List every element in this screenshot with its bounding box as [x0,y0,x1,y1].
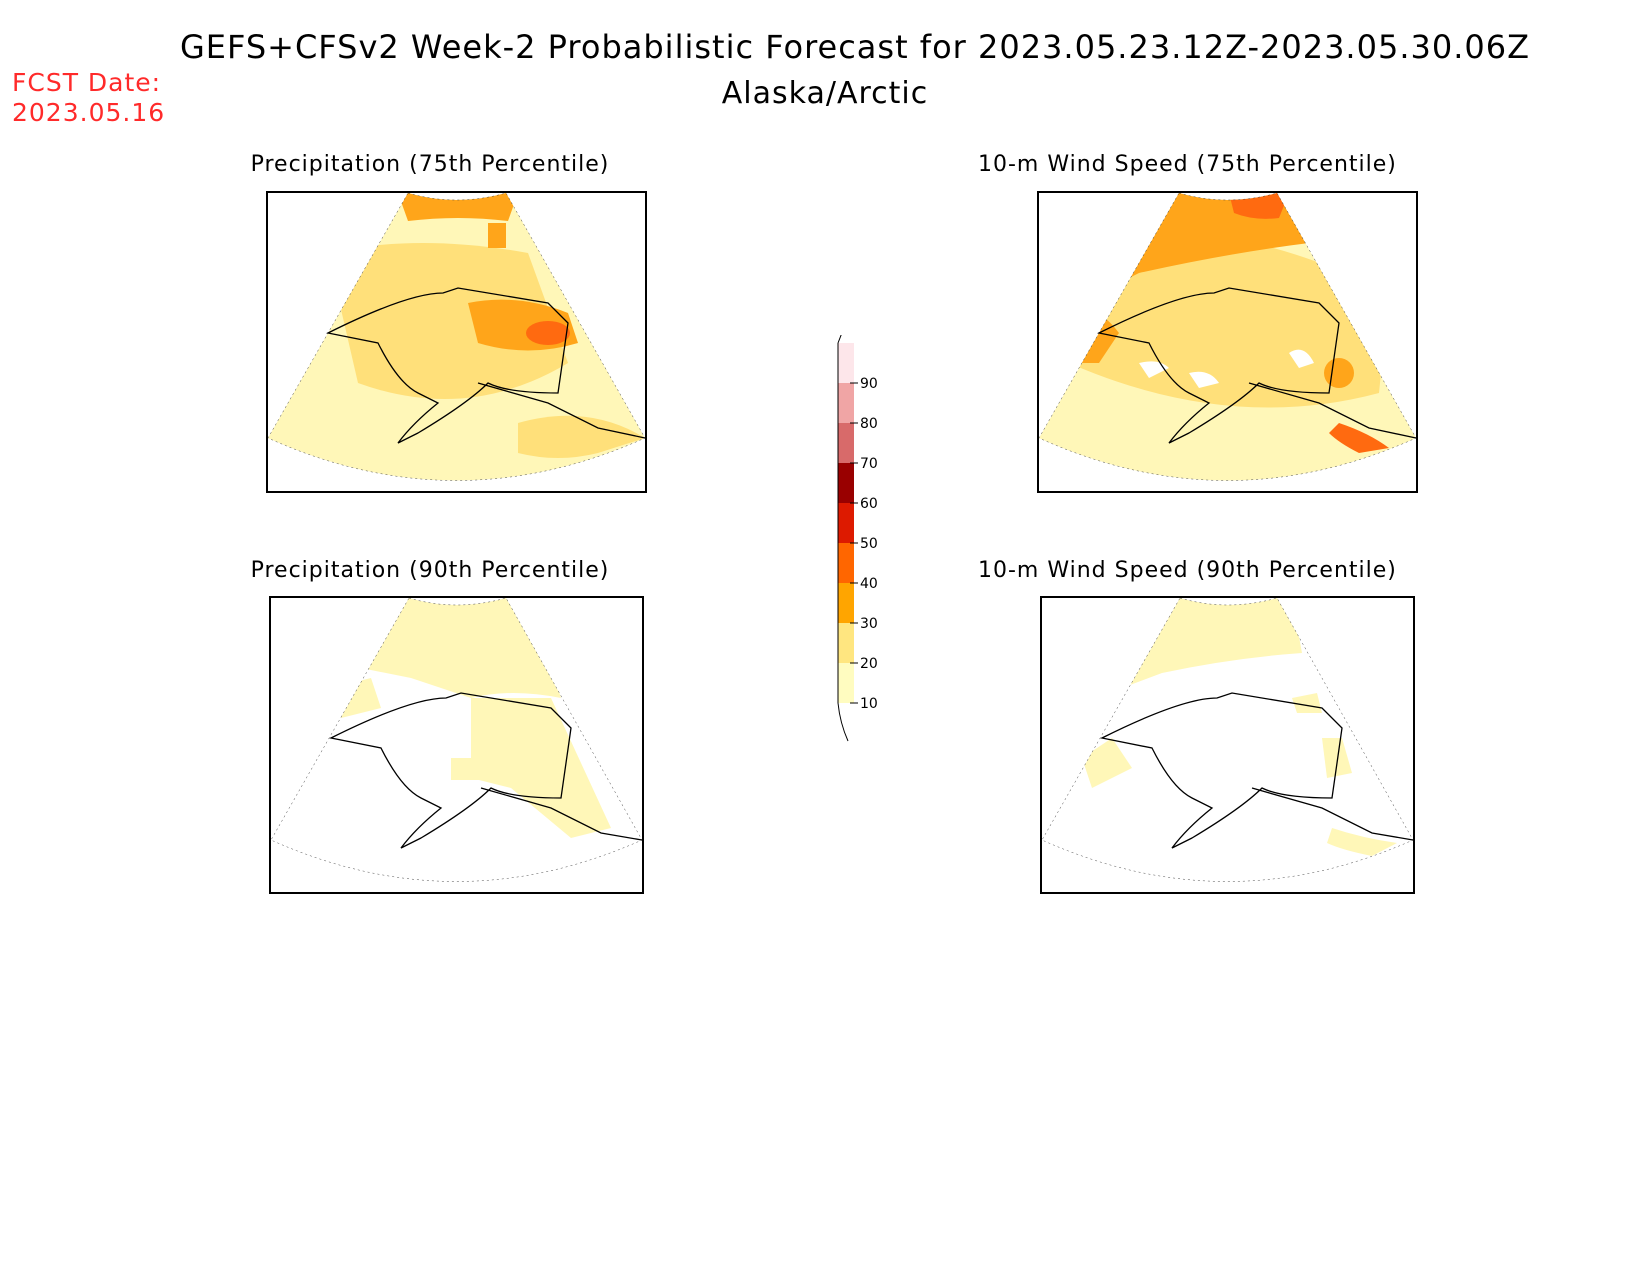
panel-title-wind-90: 10-m Wind Speed (90th Percentile) [978,558,1397,583]
panel-title-precip-75: Precipitation (75th Percentile) [250,152,610,177]
map-precip-75 [266,191,647,493]
legend-swatch [838,663,854,703]
map-wind-90 [1040,596,1415,894]
fcst-date-caption: FCST Date: [12,68,162,97]
color-scale-bar: 10 20 30 40 50 60 70 80 90 [837,312,878,742]
legend-tick-label: 60 [860,496,878,512]
page-title: GEFS+CFSv2 Week-2 Probabilistic Forecast… [179,28,1531,66]
legend-tick-label: 30 [860,616,878,632]
panel-title-wind-75: 10-m Wind Speed (75th Percentile) [978,152,1397,177]
legend-swatch [838,583,854,623]
legend-swatch [838,343,854,383]
legend-tick-label: 70 [860,456,878,472]
legend-tick-label: 10 [860,696,878,712]
legend-tick-label: 20 [860,656,878,672]
legend-tick-label: 80 [860,416,878,432]
legend-swatch [838,623,854,663]
map-wind-75 [1037,191,1418,493]
legend-top-cap [837,312,849,344]
legend-swatch [838,543,854,583]
legend-swatch [838,383,854,423]
color-scale-legend: 10 20 30 40 50 60 70 80 90 [810,312,890,759]
legend-swatch [838,423,854,463]
legend-tick-label: 90 [860,376,878,392]
legend-tick-label: 50 [860,536,878,552]
legend-tick-label: 40 [860,576,878,592]
map-precip-90 [269,596,644,894]
legend-bottom-cap [837,702,849,742]
region-subtitle: Alaska/Arctic [721,76,929,111]
legend-swatch [838,463,854,503]
legend-swatch [838,503,854,543]
forecast-date-label: FCST Date: 2023.05.16 [12,68,165,128]
panel-title-precip-90: Precipitation (90th Percentile) [250,558,610,583]
fcst-date-value: 2023.05.16 [12,98,166,127]
